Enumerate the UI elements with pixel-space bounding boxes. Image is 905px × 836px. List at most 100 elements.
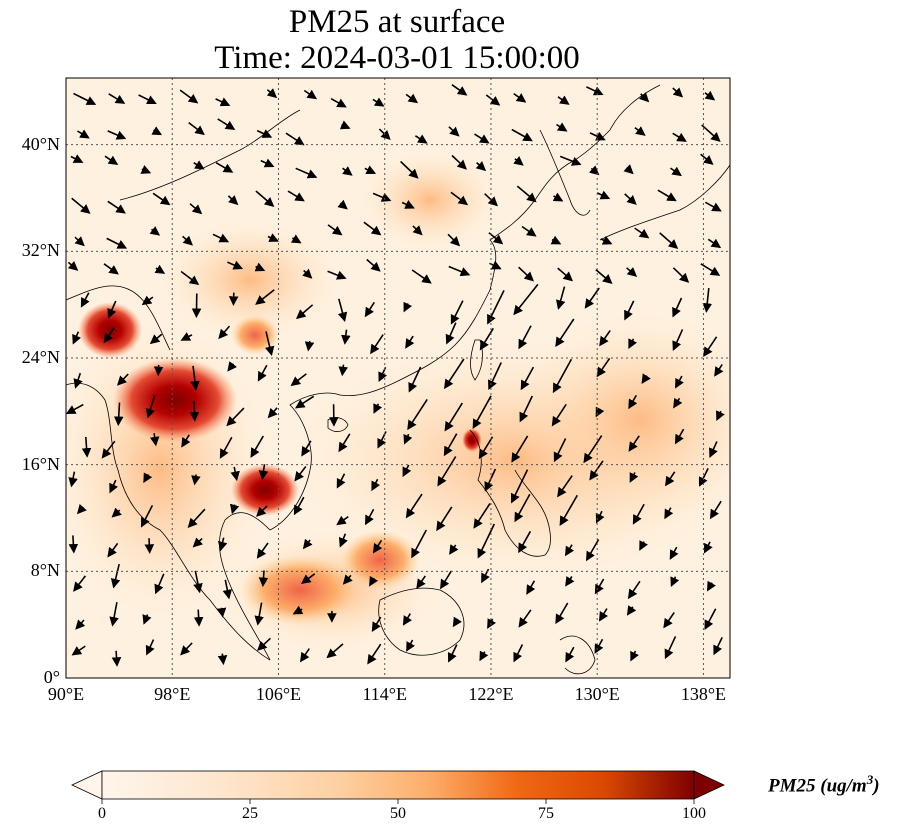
wind-arrow — [179, 89, 199, 104]
wind-arrow — [104, 155, 119, 165]
wind-arrow — [553, 438, 567, 463]
wind-arrow — [227, 361, 237, 372]
lat-tick-label: 16°N — [21, 453, 60, 474]
wind-arrow — [670, 576, 680, 588]
wind-arrow — [639, 540, 648, 551]
colorbar-gradient — [101, 770, 695, 800]
wind-arrow — [371, 616, 382, 632]
wind-arrow — [215, 162, 234, 173]
wind-arrow — [142, 614, 152, 625]
lon-tick-label: 106°E — [255, 684, 302, 704]
wind-arrow — [511, 435, 529, 463]
haze-band-china — [160, 220, 340, 340]
wind-arrow — [472, 395, 492, 429]
wind-arrow — [336, 515, 349, 526]
wind-arrow — [555, 602, 569, 625]
wind-arrow — [444, 358, 465, 390]
wind-arrow — [513, 92, 527, 103]
wind-arrow — [624, 193, 637, 205]
wind-arrow — [113, 402, 124, 427]
wind-arrow — [110, 563, 121, 589]
wind-arrow — [257, 364, 268, 382]
wind-arrow — [701, 124, 721, 142]
wind-arrow — [256, 505, 268, 517]
coast-japan — [599, 164, 730, 241]
wind-arrow — [514, 493, 531, 523]
wind-arrow — [596, 190, 611, 200]
wind-arrow — [187, 508, 206, 528]
wind-arrow — [475, 161, 487, 172]
wind-arrow — [518, 530, 532, 554]
wind-arrow — [267, 233, 279, 242]
wind-arrow — [73, 372, 83, 389]
wind-arrow — [704, 608, 717, 631]
wind-arrow — [698, 468, 709, 487]
colorbar-tick-label: 25 — [242, 805, 258, 822]
wind-arrow — [258, 570, 269, 588]
wind-arrow — [626, 605, 637, 616]
wind-arrow — [338, 433, 351, 453]
wind-arrow — [487, 618, 497, 629]
wind-arrow — [77, 129, 90, 139]
colorbar-max-extend — [693, 770, 725, 800]
wind-arrow — [369, 575, 379, 587]
wind-arrow — [145, 395, 156, 419]
wind-arrow — [443, 433, 458, 457]
wind-arrow — [632, 503, 645, 525]
wind-arrow — [675, 375, 684, 389]
wind-arrow — [116, 373, 129, 386]
wind-arrow — [101, 440, 116, 459]
wind-arrow — [451, 154, 467, 170]
wind-arrow — [256, 129, 273, 138]
wind-arrow — [447, 233, 461, 247]
wind-arrow — [73, 575, 87, 592]
wind-arrow — [519, 395, 534, 423]
wind-arrow — [634, 126, 646, 136]
wind-arrow — [222, 579, 233, 600]
wind-arrow — [76, 503, 87, 515]
figure-title-line1: PM25 at surface — [288, 4, 506, 40]
wind-arrow — [364, 165, 377, 174]
wind-arrow — [411, 529, 428, 559]
wind-arrow — [669, 546, 679, 560]
pm25-map — [65, 77, 731, 679]
wind-arrow — [140, 165, 152, 174]
wind-arrow — [145, 639, 155, 656]
wind-arrow — [583, 435, 603, 464]
wind-arrow — [405, 93, 419, 104]
wind-arrow — [521, 225, 537, 237]
wind-arrow — [550, 235, 562, 245]
wind-arrow — [107, 130, 127, 140]
wind-arrow — [342, 574, 353, 585]
wind-arrow — [341, 329, 351, 345]
wind-arrow — [67, 260, 79, 271]
wind-arrow — [624, 300, 635, 321]
wind-arrow — [628, 338, 637, 350]
wind-arrow — [367, 643, 382, 665]
wind-arrow — [294, 395, 315, 409]
lat-tick-label: 40°N — [21, 133, 60, 154]
wind-arrow — [510, 469, 529, 504]
wind-arrow — [68, 535, 79, 554]
wind-arrow — [292, 605, 304, 615]
wind-arrow — [304, 340, 315, 352]
wind-arrow — [303, 89, 318, 100]
wind-arrow — [707, 580, 716, 592]
wind-arrow — [149, 433, 160, 447]
wind-arrow — [595, 510, 605, 524]
wind-arrow — [257, 637, 271, 651]
wind-arrow — [484, 468, 497, 492]
figure-title-line2: Time: 2024-03-01 15:00:00 — [214, 40, 580, 76]
wind-arrow — [451, 84, 468, 96]
wind-arrow — [230, 466, 240, 482]
wind-arrow — [140, 505, 154, 528]
wind-arrow — [400, 160, 419, 179]
wind-arrow — [264, 331, 275, 357]
wind-arrow — [716, 410, 725, 421]
wind-arrow — [520, 366, 535, 391]
wind-arrow — [403, 301, 413, 313]
wind-arrow — [191, 474, 201, 486]
coast-korean-peninsula — [539, 129, 591, 216]
